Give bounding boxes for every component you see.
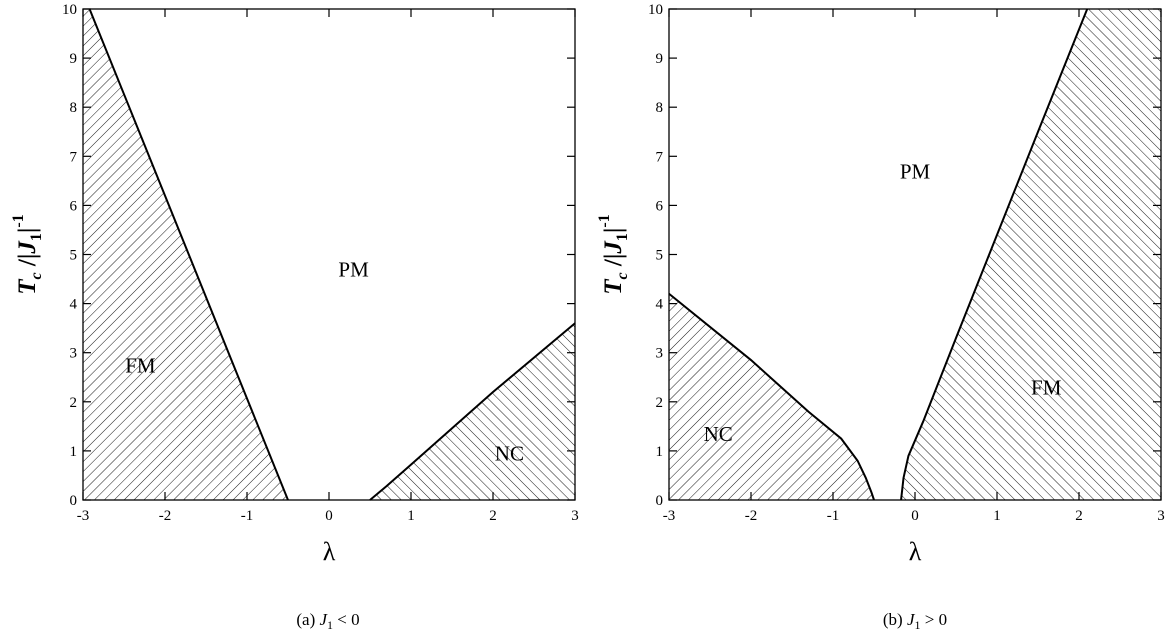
y-tick-label: 6 xyxy=(656,198,664,214)
y-tick-label: 1 xyxy=(70,444,78,460)
x-tick-label: -2 xyxy=(745,508,758,524)
y-tick-label: 3 xyxy=(70,346,78,362)
x-axis-title: λ xyxy=(909,537,922,566)
x-tick-label: 1 xyxy=(993,508,1001,524)
y-tick-label: 3 xyxy=(656,346,664,362)
x-tick-label: -3 xyxy=(663,508,676,524)
region-fm-hatch xyxy=(901,9,1161,500)
y-tick-label: 6 xyxy=(70,198,78,214)
y-tick-label: 2 xyxy=(70,395,78,411)
region-label-fm: FM xyxy=(1031,375,1062,399)
y-tick-label: 0 xyxy=(656,493,664,509)
x-tick-label: -2 xyxy=(159,508,172,524)
boundary-fm-line xyxy=(88,8,289,501)
y-tick-label: 4 xyxy=(70,297,78,313)
x-tick-label: 0 xyxy=(325,508,333,524)
x-tick-label: 1 xyxy=(407,508,415,524)
region-label-pm: PM xyxy=(900,159,931,183)
y-tick-label: 10 xyxy=(648,2,663,18)
region-fm-hatch xyxy=(83,9,288,500)
y-tick-label: 1 xyxy=(656,444,664,460)
region-label-nc: NC xyxy=(495,442,524,466)
x-tick-label: 2 xyxy=(1075,508,1083,524)
y-tick-label: 8 xyxy=(656,100,664,116)
region-nc-hatch xyxy=(669,293,874,500)
panel-b: -3 -2 -1 0 1 2 3 0 1 2 3 4 5 6 7 8 9 10 NC FM PM λ Tc /|J1|-1 (… xyxy=(596,2,1165,632)
panel-caption: (b) J1 > 0 xyxy=(883,610,947,632)
panel-a: -3 -2 -1 0 1 2 3 0 1 2 3 4 5 6 7 8 9 10 FM NC PM λ Tc /|J1|-1 (… xyxy=(10,2,579,632)
x-tick-label: -3 xyxy=(77,508,90,524)
x-tick-label: -1 xyxy=(241,508,254,524)
y-tick-label: 9 xyxy=(70,51,78,67)
region-label-fm: FM xyxy=(125,353,156,377)
boundary-nc-line xyxy=(668,293,875,501)
x-tick-label: 3 xyxy=(1157,508,1165,524)
y-tick-label: 2 xyxy=(656,395,664,411)
region-label-nc: NC xyxy=(704,422,733,446)
boundary-fm-line xyxy=(900,8,1089,501)
y-tick-label: 0 xyxy=(70,493,78,509)
y-tick-label: 10 xyxy=(62,2,77,18)
boundary-nc-line xyxy=(369,322,576,501)
y-tick-label: 7 xyxy=(656,149,664,165)
y-tick-label: 7 xyxy=(70,149,78,165)
y-tick-label: 5 xyxy=(70,248,78,264)
y-axis-title: Tc /|J1|-1 xyxy=(10,214,45,294)
y-tick-label: 8 xyxy=(70,100,78,116)
y-tick-label: 5 xyxy=(656,248,664,264)
region-label-pm: PM xyxy=(338,258,369,282)
x-axis-title: λ xyxy=(323,537,336,566)
y-tick-label: 4 xyxy=(656,297,664,313)
x-tick-label: 3 xyxy=(571,508,579,524)
x-tick-label: 0 xyxy=(911,508,919,524)
x-tick-label: 2 xyxy=(489,508,497,524)
y-tick-label: 9 xyxy=(656,51,664,67)
x-tick-label: -1 xyxy=(827,508,840,524)
y-axis-title: Tc /|J1|-1 xyxy=(596,214,631,294)
panel-caption: (a) J1 < 0 xyxy=(296,610,359,632)
